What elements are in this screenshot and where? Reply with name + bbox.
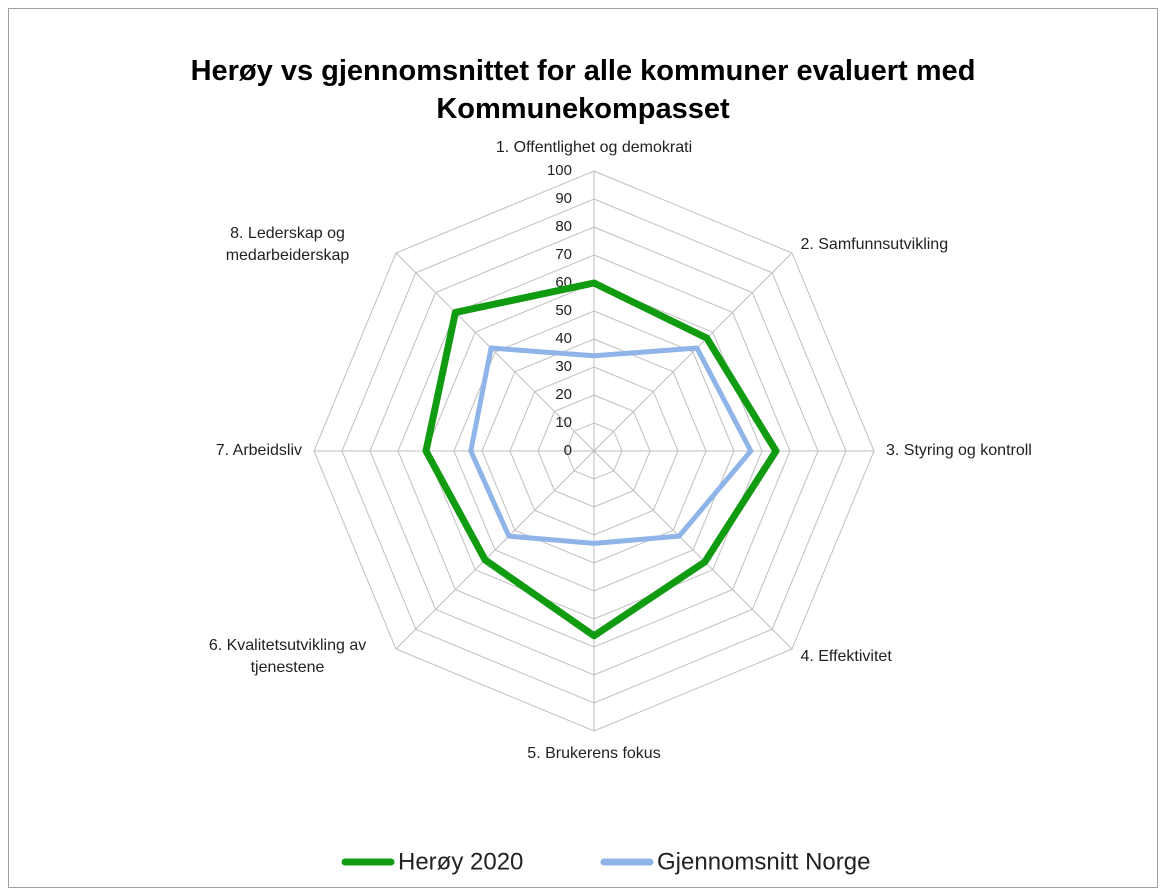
r-tick-label: 80 <box>555 218 572 235</box>
r-tick-label: 50 <box>555 302 572 319</box>
category-label: 2. Samfunnsutvikling <box>800 235 949 253</box>
spoke <box>593 252 793 452</box>
r-tick-label: 40 <box>555 330 572 347</box>
category-label: 3. Styring og kontroll <box>886 442 1032 459</box>
r-tick-label: 0 <box>564 442 572 459</box>
r-tick-label: 10 <box>555 414 572 431</box>
series-line <box>422 279 780 640</box>
legend-label: Gjennomsnitt Norge <box>657 848 870 875</box>
r-tick-label: 90 <box>555 190 572 207</box>
r-tick-label: 70 <box>555 246 572 263</box>
chart-frame <box>8 8 1158 888</box>
category-label: 7. Arbeidsliv <box>215 442 302 459</box>
r-tick-label: 30 <box>555 358 572 375</box>
series-line <box>468 345 754 546</box>
r-tick-label: 100 <box>547 162 572 179</box>
spoke <box>593 450 793 650</box>
legend-label: Herøy 2020 <box>398 848 523 875</box>
spoke <box>395 252 595 452</box>
chart-title: Herøy vs gjennomsnittet for alle kommune… <box>190 55 976 125</box>
category-label: 4. Effektivitet <box>800 648 892 666</box>
category-label: 6. Kvalitetsutvikling av tjenestene <box>208 637 367 677</box>
r-tick-label: 20 <box>555 386 572 403</box>
category-label: 1. Offentlighet og demokrati <box>495 139 693 156</box>
category-label: 8. Lederskap og medarbeiderskap <box>225 224 350 264</box>
spoke <box>395 450 595 650</box>
category-label: 5. Brukerens fokus <box>527 745 661 762</box>
